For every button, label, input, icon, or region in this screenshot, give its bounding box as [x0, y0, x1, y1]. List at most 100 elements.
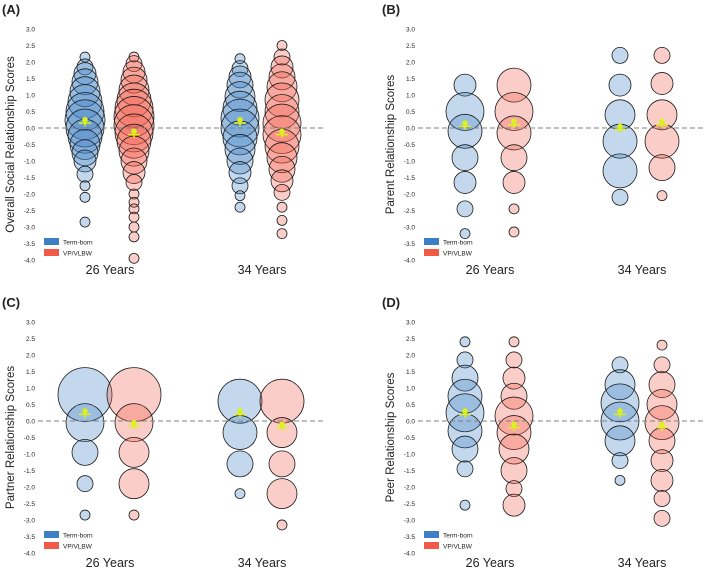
bubble — [646, 99, 678, 131]
y-tick-label: 0.5 — [406, 109, 415, 116]
y-tick-label: -4.0 — [404, 551, 416, 558]
bubble — [266, 142, 298, 174]
bubble — [259, 378, 305, 424]
legend-swatch — [44, 542, 59, 549]
legend-label: VP/VLBW — [443, 544, 473, 551]
y-tick-label: 2.0 — [26, 60, 35, 67]
bubble — [57, 367, 113, 423]
bubble — [73, 149, 97, 173]
y-tick-label: -1.5 — [404, 175, 416, 182]
bubble — [71, 68, 99, 96]
legend: Term-born VP/VLBW — [424, 531, 473, 551]
bubble — [79, 191, 91, 203]
bubble — [600, 383, 640, 423]
mean-marker — [82, 408, 88, 414]
legend-label: VP/VLBW — [63, 544, 93, 551]
bubble — [71, 139, 99, 167]
bubble — [69, 76, 101, 108]
legend-label: VP/VLBW — [63, 251, 93, 258]
y-tick-label: 1.5 — [406, 369, 415, 376]
bubble — [611, 452, 629, 470]
bubble — [498, 433, 530, 465]
bubble — [273, 183, 291, 201]
bubble — [653, 509, 671, 527]
x-category-label: 34 Years — [618, 263, 667, 277]
legend-swatch — [44, 238, 59, 245]
bubble — [653, 356, 671, 374]
bubble — [656, 190, 668, 202]
bubble — [496, 67, 532, 103]
bubble — [276, 201, 288, 213]
x-category-label: 26 Years — [466, 556, 515, 570]
y-tick-label: -2.5 — [404, 208, 416, 215]
legend-label: Term-born — [63, 240, 93, 247]
y-tick-label: 0.5 — [26, 109, 35, 116]
bubble — [276, 214, 288, 226]
bubble — [445, 92, 485, 131]
bubble — [453, 171, 477, 194]
bubble — [79, 509, 91, 521]
bubble — [614, 474, 626, 486]
bubble — [79, 180, 91, 192]
series-vp-vlbw — [113, 40, 302, 264]
bubble — [650, 468, 674, 492]
bubble — [459, 499, 471, 511]
mean-marker — [279, 128, 285, 135]
bubble — [268, 63, 296, 91]
bubble — [608, 73, 632, 97]
y-axis-title: Overall Social Relationship Scores — [5, 56, 17, 233]
y-tick-label: -3.0 — [24, 225, 36, 232]
legend-swatch — [424, 531, 439, 538]
bubble — [646, 389, 678, 420]
bubble — [234, 201, 246, 213]
bubble — [266, 478, 298, 510]
bubble — [268, 155, 296, 183]
y-tick-label: -1.5 — [404, 468, 416, 475]
bubble — [266, 417, 298, 448]
y-tick-label: -1.5 — [24, 468, 36, 475]
bubble — [266, 71, 298, 103]
bubble — [500, 382, 528, 410]
y-axis-title: Partner Relationship Scores — [5, 366, 17, 509]
bubble — [502, 366, 526, 390]
bubble — [496, 115, 532, 151]
y-tick-label: -3.5 — [24, 534, 36, 541]
y-tick-label: 0.0 — [26, 126, 35, 133]
bubble — [451, 364, 479, 392]
bubble — [262, 103, 302, 143]
y-tick-label: -2.0 — [24, 192, 36, 199]
series-term-born — [57, 367, 263, 521]
mean-marker — [131, 128, 137, 135]
series-term-born — [64, 51, 260, 228]
y-tick-label: 2.5 — [406, 336, 415, 343]
y-tick-label: 3.0 — [406, 320, 415, 327]
bubble — [508, 336, 520, 348]
mean-marker — [131, 419, 137, 426]
bubble — [604, 369, 636, 401]
mean-marker — [511, 421, 517, 428]
mean-marker — [82, 116, 88, 123]
bubble — [648, 154, 676, 182]
y-tick-label: 2.0 — [26, 353, 35, 360]
y-tick-label: 3.0 — [26, 320, 35, 327]
bubble — [505, 480, 523, 498]
mean-marker — [617, 123, 623, 130]
series-vp-vlbw — [106, 367, 305, 531]
y-tick-label: -0.5 — [24, 142, 36, 149]
bubble — [125, 174, 143, 191]
y-tick-label: -3.0 — [404, 225, 416, 232]
legend: Term-born VP/VLBW — [44, 238, 93, 258]
x-category-label: 34 Years — [618, 556, 667, 570]
legend-label: Term-born — [443, 533, 473, 540]
y-tick-label: -0.5 — [24, 435, 36, 442]
bubble — [116, 123, 152, 159]
series-vp-vlbw — [494, 47, 680, 238]
mean-marker — [462, 408, 468, 414]
bubble — [226, 450, 254, 478]
y-tick-label: -3.0 — [404, 518, 416, 525]
legend-label: Term-born — [443, 240, 473, 247]
y-tick-label: 3.0 — [26, 27, 35, 34]
bubble — [500, 457, 528, 484]
bubble — [65, 403, 105, 443]
